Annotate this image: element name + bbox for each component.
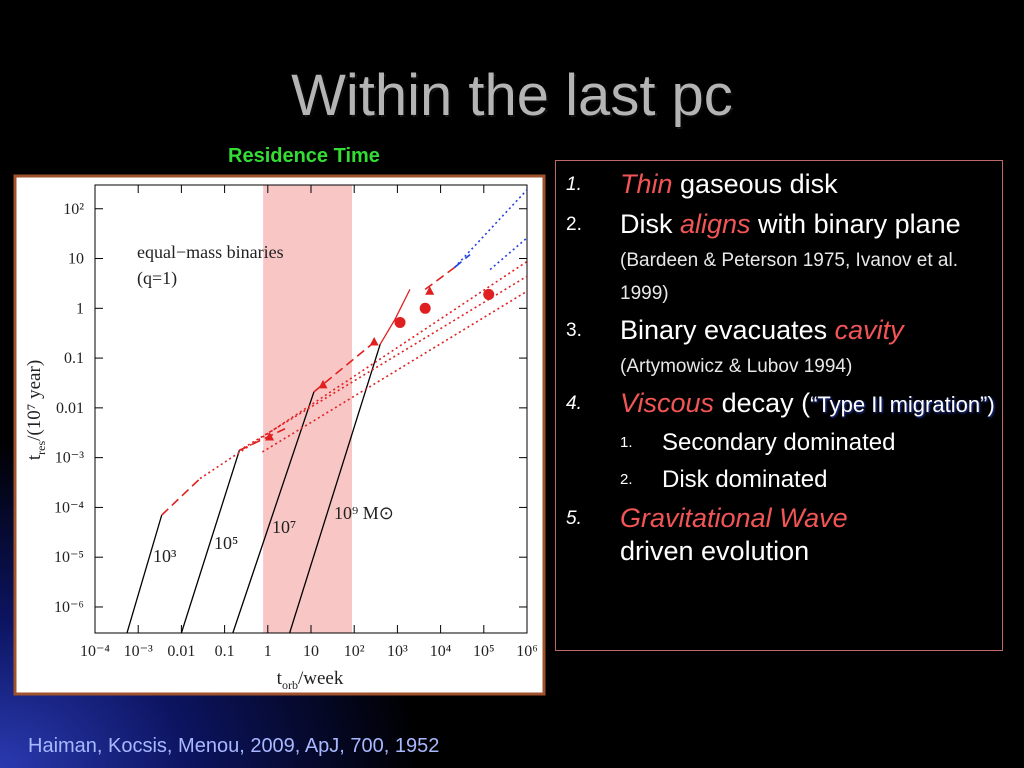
y-tick-label: 0.01 — [56, 400, 84, 417]
item-text: Disk — [620, 209, 680, 239]
x-tick-label: 0.1 — [215, 643, 235, 660]
curve — [379, 289, 411, 345]
annotation: 10³ — [153, 546, 177, 566]
reference: (Artymowicz & Lubov 1994) — [620, 356, 853, 377]
emphasis: aligns — [680, 209, 751, 239]
item-number: 5. — [566, 508, 582, 529]
item-body: Viscous decay (“Type II migration”) — [620, 387, 995, 421]
x-tick-label: 10² — [344, 643, 365, 660]
emphasis: Gravitational Wave — [620, 503, 848, 533]
curve — [424, 266, 455, 291]
slide-title: Within the last pc — [291, 63, 733, 128]
marker-circle — [419, 302, 431, 314]
item-text: Binary evacuates — [620, 315, 835, 345]
annotation: 10⁵ — [214, 533, 238, 553]
x-tick-label: 0.01 — [167, 643, 195, 660]
emphasis: cavity — [834, 315, 904, 345]
curve — [232, 391, 315, 633]
x-tick-label: 10³ — [387, 643, 408, 660]
curve — [289, 344, 381, 633]
marker-triangle — [425, 286, 435, 295]
y-tick-label: 10² — [63, 201, 84, 218]
marker-triangle — [369, 337, 379, 346]
item-number: 3. — [566, 320, 582, 341]
x-tick-label: 10⁵ — [473, 643, 495, 660]
y-label-rest: /(10⁷ year) — [24, 360, 45, 441]
curve — [489, 237, 527, 271]
list-item: 1. Thin gaseous disk — [564, 168, 996, 201]
reference: (Bardeen & Peterson 1975, Ivanov et al. … — [620, 250, 958, 304]
item-text: driven evolution — [620, 536, 810, 566]
list-item: 4. Viscous decay (“Type II migration”) — [564, 387, 996, 421]
y-tick-label: 0.1 — [64, 350, 84, 367]
curve — [161, 477, 201, 516]
y-tick-label: 10⁻⁴ — [54, 499, 84, 516]
plot-lines — [126, 189, 527, 633]
y-tick-label: 10⁻⁶ — [54, 599, 84, 616]
annotation: (q=1) — [137, 268, 177, 289]
x-tick-label: 10⁴ — [430, 643, 452, 660]
y-label-main: t — [24, 454, 45, 460]
item-body: Thin gaseous disk — [620, 168, 838, 201]
item-body: Gravitational Wave driven evolution — [620, 502, 848, 568]
item-number: 2. — [566, 214, 582, 235]
marker-circle — [483, 288, 495, 300]
sub-item: 1. Secondary dominated — [618, 428, 996, 458]
item-text: with binary plane — [750, 209, 961, 239]
x-label-main: t — [277, 668, 283, 689]
list-item: 3. Binary evacuates cavity (Artymowicz & L… — [564, 314, 996, 380]
x-tick-label: 10⁻³ — [124, 643, 153, 660]
list: 1. Thin gaseous disk 2. Disk aligns with b… — [564, 168, 996, 575]
x-label-rest: /week — [298, 668, 344, 689]
sub-item-number: 1. — [620, 434, 633, 451]
annotation: 10⁹ M⊙ — [334, 503, 394, 523]
sub-item: 2. Disk dominated — [618, 465, 996, 495]
x-axis-label: torb/week — [277, 668, 344, 692]
citation: Haiman, Kocsis, Menou, 2009, ApJ, 700, 1… — [28, 735, 440, 757]
sub-item-text: Disk dominated — [662, 466, 828, 493]
annotation: 10⁷ — [272, 517, 296, 537]
migration-note: “Type II migration”) — [810, 392, 995, 417]
y-tick-label: 10 — [68, 251, 84, 268]
curve — [454, 253, 471, 269]
y-tick-label: 10⁻⁵ — [54, 549, 84, 566]
marker-triangle — [318, 379, 328, 389]
curve — [180, 450, 241, 633]
item-number: 4. — [566, 393, 582, 414]
x-tick-label: 1 — [264, 643, 272, 660]
emphasis: Viscous — [620, 388, 715, 418]
list-frame — [555, 160, 1003, 651]
item-body: Disk aligns with binary plane (Bardeen &… — [620, 208, 996, 307]
item-number: 1. — [566, 174, 582, 195]
list-item: 2. Disk aligns with binary plane (Bardeen… — [564, 208, 996, 307]
x-tick-label: 10⁻⁴ — [80, 643, 110, 660]
y-tick-label: 10⁻³ — [55, 450, 84, 467]
sub-item-number: 2. — [620, 471, 633, 488]
curve — [199, 260, 527, 480]
figure-title: Residence Time — [228, 145, 380, 167]
item-text: gaseous disk — [672, 169, 838, 199]
y-tick-label: 1 — [76, 300, 84, 317]
item-body: Binary evacuates cavity (Artymowicz & Lub… — [620, 314, 904, 380]
x-tick-label: 10⁶ — [516, 643, 538, 660]
curve — [238, 275, 527, 452]
marker-circle — [394, 316, 406, 328]
annotation: equal−mass binaries — [137, 242, 284, 262]
sub-item-text: Secondary dominated — [662, 429, 896, 456]
curve — [126, 514, 163, 633]
y-axis-label: tres/(10⁷ year) — [24, 360, 48, 460]
curve — [261, 290, 527, 453]
item-text: decay ( — [714, 388, 811, 418]
x-label-sub: orb — [282, 678, 298, 692]
y-label-sub: res — [34, 441, 48, 455]
marker-triangle — [265, 431, 275, 441]
emphasis: Thin — [620, 169, 673, 199]
list-item: 5. Gravitational Wave driven evolution — [564, 502, 996, 568]
x-tick-label: 10 — [303, 643, 319, 660]
